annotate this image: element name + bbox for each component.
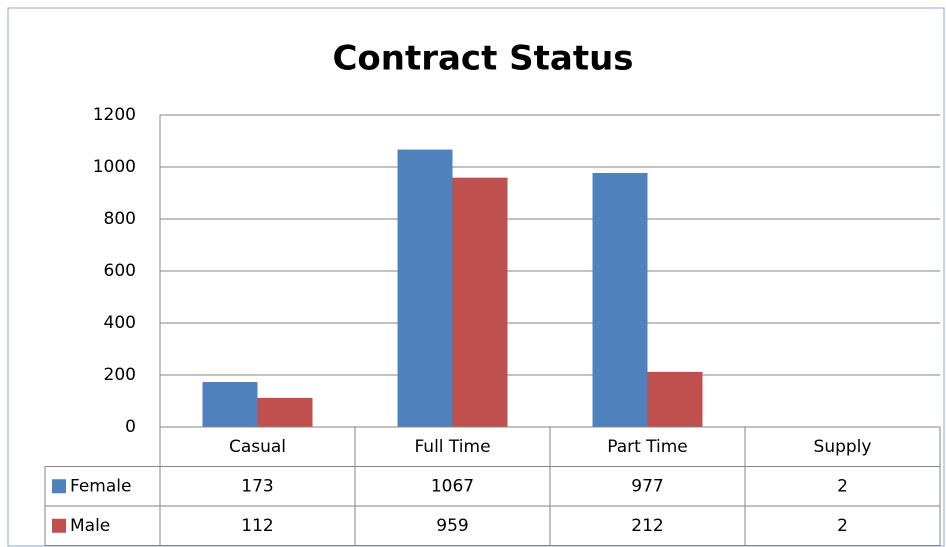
y-tick-label: 600 <box>104 261 136 281</box>
legend-swatch <box>52 479 66 494</box>
bar <box>397 149 453 427</box>
x-tick-label: Part Time <box>607 437 688 457</box>
table-value: 1067 <box>431 476 474 496</box>
x-tick-label: Casual <box>229 437 286 457</box>
bar <box>647 371 703 427</box>
y-tick-label: 1200 <box>93 105 136 125</box>
y-tick-label: 0 <box>125 417 136 437</box>
table-value: 173 <box>241 476 273 496</box>
table-value: 2 <box>837 476 848 496</box>
legend-swatch <box>52 518 66 533</box>
legend-label: Female <box>70 476 131 496</box>
legend-label: Male <box>70 516 110 536</box>
x-tick-label: Full Time <box>414 437 490 457</box>
chart-title: Contract Status <box>332 39 633 79</box>
x-tick-label: Supply <box>814 437 872 457</box>
bar <box>202 382 258 427</box>
bar <box>592 172 648 427</box>
y-tick-label: 1000 <box>93 157 136 177</box>
bar <box>257 397 313 427</box>
table-value: 959 <box>436 516 468 536</box>
table-value: 112 <box>241 516 273 536</box>
table-value: 2 <box>837 516 848 536</box>
y-tick-label: 400 <box>104 313 136 333</box>
table-value: 212 <box>631 516 663 536</box>
table-value: 977 <box>631 476 663 496</box>
y-tick-label: 800 <box>104 209 136 229</box>
y-tick-label: 200 <box>104 365 136 385</box>
bar <box>452 177 508 427</box>
